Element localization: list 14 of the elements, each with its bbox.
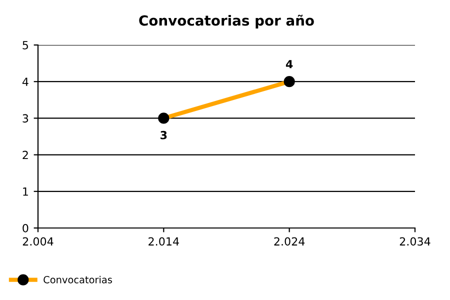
x-tick-label: 2.014 xyxy=(148,237,179,246)
y-tick-label: 5 xyxy=(22,41,28,50)
data-label: 3 xyxy=(160,130,167,140)
y-tick-label: 3 xyxy=(22,114,28,123)
x-tick-label: 2.034 xyxy=(400,237,430,246)
x-tick-label: 2.004 xyxy=(22,237,54,246)
x-tick-label: 2.024 xyxy=(274,237,305,246)
y-tick-label: 4 xyxy=(22,78,28,86)
legend-label: Convocatorias xyxy=(44,276,112,284)
y-tick-label: 0 xyxy=(22,224,28,232)
data-label: 4 xyxy=(286,60,293,68)
chart-title: Convocatorias por año xyxy=(139,14,314,28)
y-tick-label: 2 xyxy=(22,150,28,160)
y-tick-label: 1 xyxy=(23,188,28,196)
